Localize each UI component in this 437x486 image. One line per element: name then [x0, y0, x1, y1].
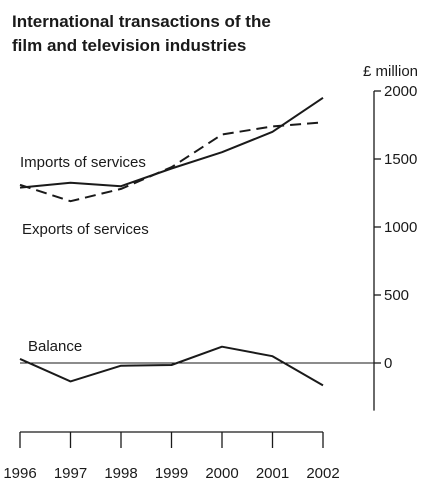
series-annotations: Exports of services Imports of services Ba… [20, 154, 149, 355]
y-tick-label: 500 [384, 287, 409, 304]
x-tick-label: 2002 [306, 465, 339, 482]
y-tick-label: 1000 [384, 219, 417, 236]
x-tick-label: 1999 [155, 465, 188, 482]
y-tick-label: 0 [384, 355, 392, 372]
x-tick-label: 1997 [54, 465, 87, 482]
chart-title: International transactions of the film a… [12, 10, 432, 58]
series-line-exports-of-services [19, 96, 324, 189]
x-axis: 1996 1997 1998 1999 2000 2001 2002 [3, 431, 340, 482]
y-tick-label: 1500 [384, 151, 417, 168]
y-tick-label: 2000 [384, 83, 417, 100]
y-axis-label: £ million [363, 63, 418, 80]
y-axis: 0 500 1000 1500 2000 [20, 83, 417, 411]
series-line-balance [19, 345, 324, 387]
chart-title-line-2: film and television industries [12, 36, 247, 55]
series-line-imports-of-services [19, 121, 324, 203]
x-tick-label: 1998 [104, 465, 137, 482]
series-label-balance: Balance [28, 338, 82, 355]
x-tick-label: 2001 [256, 465, 289, 482]
x-tick-label: 1996 [3, 465, 36, 482]
chart-title-line-1: International transactions of the [12, 12, 271, 31]
series-lines [19, 96, 324, 387]
x-tick-label: 2000 [205, 465, 238, 482]
series-label-exports-of-services: Exports of services [22, 221, 149, 238]
series-label-imports-of-services: Imports of services [20, 154, 146, 171]
